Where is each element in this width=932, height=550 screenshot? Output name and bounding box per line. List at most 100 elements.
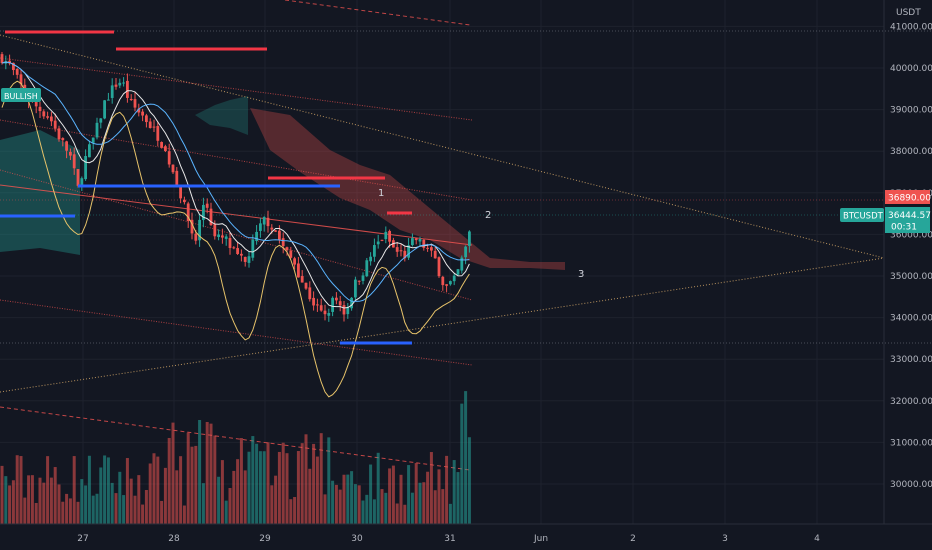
volume-bar: [148, 463, 152, 524]
volume-bar: [262, 451, 266, 524]
volume-bar: [464, 391, 468, 524]
candle-body: [395, 247, 399, 252]
candle-body: [361, 275, 365, 281]
candle-body: [80, 178, 84, 186]
volume-bar: [118, 471, 122, 524]
candle-body: [202, 204, 205, 220]
volume-bar: [72, 456, 76, 524]
price-tick-label: 39000.00: [890, 106, 932, 116]
candle-body: [437, 257, 441, 277]
volume-bar: [312, 443, 316, 524]
candle-body: [175, 170, 179, 186]
volume-bar: [152, 453, 156, 524]
candle-body: [190, 219, 194, 234]
candle-body: [95, 122, 99, 138]
candle-body: [76, 169, 80, 186]
volume-bar: [175, 470, 179, 524]
volume-bar: [205, 421, 209, 524]
candle-body: [380, 239, 384, 241]
volume-bar: [300, 443, 304, 524]
candle-body: [179, 187, 182, 199]
volume-bar: [8, 485, 12, 524]
volume-bar: [87, 455, 91, 524]
oscillator-line: [1, 80, 470, 398]
volume-bar: [414, 463, 418, 524]
candle-body: [34, 101, 38, 107]
candle-body: [194, 233, 198, 241]
volume-bar: [281, 442, 285, 524]
candle-body: [418, 239, 422, 242]
volume-bar: [160, 500, 164, 524]
volume-bar: [407, 465, 411, 524]
volume-trend-line: [0, 406, 471, 471]
candle-body: [357, 280, 361, 282]
candle-body: [259, 223, 262, 231]
candle-body: [236, 248, 239, 254]
volume-bar: [365, 494, 369, 524]
candle-body: [19, 74, 23, 85]
grid: [0, 0, 884, 524]
candle-body: [304, 282, 308, 289]
volume-bar: [372, 499, 376, 524]
candle-body: [114, 84, 118, 87]
candle-body: [327, 312, 331, 316]
time-tick-label: 31: [444, 534, 455, 544]
price-tick-label: 35000.00: [890, 272, 932, 282]
volume-bar: [445, 455, 449, 524]
candle-body: [289, 250, 293, 258]
volume-bar: [350, 471, 354, 524]
candle-body: [152, 126, 156, 128]
volume-bar: [346, 474, 350, 524]
price-tick-label: 34000.00: [890, 314, 932, 324]
candle-body: [376, 241, 380, 245]
candle-body: [312, 297, 315, 306]
symbol-label: BTCUSDT: [843, 212, 884, 222]
time-tick-label: 27: [77, 534, 88, 544]
volume-bar: [270, 485, 274, 524]
candle-body: [228, 238, 232, 248]
channel-lower: [0, 169, 473, 301]
volume-bar: [308, 468, 312, 524]
candle-body: [342, 305, 346, 315]
volume-bar: [27, 475, 31, 524]
candle-body: [384, 231, 388, 240]
volume-bar: [384, 492, 388, 524]
candle-body: [300, 276, 304, 283]
candle-body: [456, 269, 460, 275]
candle-body: [141, 111, 144, 116]
volume-bar: [144, 490, 148, 524]
volume-bar: [114, 493, 118, 524]
bullish-badge-label: BULLISH: [4, 92, 38, 101]
time-tick-label: 30: [351, 534, 363, 544]
wave-label-3: 3: [578, 269, 584, 280]
volume-bar: [23, 497, 27, 524]
candle-body: [38, 106, 42, 112]
volume-bar: [38, 477, 42, 524]
volume-bar: [293, 497, 297, 524]
channel-lines: [0, 0, 932, 471]
candle-body: [331, 297, 334, 312]
volume-bar: [57, 484, 61, 524]
candle-body: [433, 250, 437, 259]
time-axis: 27 28 29 30 31 Jun 2 3 4: [0, 523, 932, 544]
candle-body: [122, 82, 125, 84]
candle-body: [266, 217, 270, 227]
volume-bar: [357, 485, 361, 524]
volume-bar: [224, 500, 228, 524]
candle-body: [42, 111, 46, 117]
candle-body: [110, 85, 114, 98]
volume-bar: [258, 451, 262, 524]
channel-bottom: [0, 299, 473, 366]
candle-body: [468, 231, 471, 246]
candle-body: [422, 239, 426, 248]
volume-bar: [247, 451, 251, 524]
volume-bar: [76, 501, 80, 524]
candle-body: [365, 260, 369, 277]
volume-bar: [99, 467, 103, 524]
candle-body: [167, 151, 171, 165]
volume-bar: [201, 483, 205, 524]
bullish-badge: BULLISH: [1, 88, 41, 102]
candle-body: [232, 247, 236, 249]
